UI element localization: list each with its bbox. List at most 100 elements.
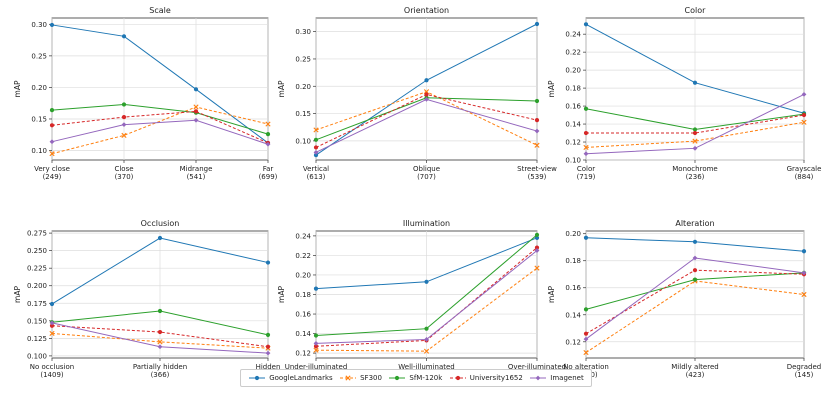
chart-scale-series-googlelandmarks-point (193, 87, 199, 92)
chart-illumination-series-sfm-120k-point (313, 333, 319, 338)
chart-illumination-series-sf300-point (423, 348, 430, 354)
chart-color-xtick-count: (719) (577, 173, 596, 181)
legend: GoogleLandmarks SF300 SfM-120k University16… (240, 369, 592, 387)
chart-alteration-series-imagenet (583, 255, 807, 342)
chart-illumination-series-university1652-point (534, 245, 540, 250)
legend-item-sf300: SF300 (339, 374, 382, 382)
chart-orientation-series-googlelandmarks-point (424, 78, 429, 83)
legend-item-sfm-120k: SfM-120k (388, 374, 442, 382)
chart-scale: 0.10 0.15 0.20 0.25 0.30 Very close(249) Close… (13, 6, 278, 181)
chart-scale-series-sf300-point (49, 151, 55, 157)
chart-scale-xtick-label: Far (263, 165, 274, 173)
chart-occlusion-series-university1652-point (49, 323, 55, 328)
chart-occlusion-series-sfm-120k-point (157, 308, 163, 314)
chart-color-series-university1652 (583, 112, 807, 136)
chart-scale-series-imagenet-point (265, 141, 271, 147)
chart-occlusion-ytick-label: 0.225 (27, 265, 47, 273)
chart-color-series-googlelandmarks-point (583, 22, 589, 27)
chart-color-xtick-label: Grayscale (787, 165, 822, 173)
chart-color-series-googlelandmarks-point (692, 80, 698, 85)
chart-occlusion: 0.100 0.125 0.150 0.175 0.200 0.225 0.250 0.275… (13, 219, 280, 379)
legend-swatch-university1652 (449, 375, 466, 381)
chart-occlusion-xtick-count: (366) (151, 371, 170, 379)
chart-scale-series-university1652-point (121, 114, 127, 120)
chart-color-series-university1652-point (692, 130, 698, 136)
chart-color-series-sf300-point (583, 144, 589, 151)
chart-alteration-series-googlelandmarks-point (801, 249, 807, 254)
chart-scale-series-imagenet-line (51, 119, 269, 145)
chart-illumination-series-sf300-point (313, 347, 319, 353)
chart-alteration-ylabel: mAP (547, 286, 556, 303)
chart-orientation-xtick-count: (539) (528, 173, 547, 181)
chart-illumination-title: Illumination (403, 219, 450, 228)
chart-orientation-xtick-label: Oblique (413, 165, 440, 173)
chart-orientation-ytick-label: 0.30 (295, 28, 311, 36)
chart-occlusion-series-imagenet-point (265, 350, 271, 356)
chart-alteration-xtick-label: Mildly altered (671, 363, 718, 371)
chart-scale-series-sf300-point (121, 132, 127, 138)
chart-scale-series-sfm-120k-point (265, 132, 271, 137)
chart-alteration-series-sfm-120k-point (583, 307, 589, 312)
chart-scale-series-googlelandmarks-line (51, 24, 269, 144)
chart-color-ytick-label: 0.12 (565, 139, 581, 147)
legend-marker-imagenet (535, 375, 541, 381)
chart-illumination-series-sfm-120k-point (424, 326, 429, 331)
chart-orientation-ytick-label: 0.15 (295, 110, 311, 118)
chart-alteration-series-googlelandmarks-point (583, 235, 589, 240)
chart-illumination-series-imagenet-point (313, 340, 319, 346)
legend-label: University1652 (469, 374, 523, 382)
chart-alteration-series-imagenet-point (801, 270, 807, 276)
chart-illumination-ytick-label: 0.18 (295, 291, 311, 299)
chart-color: 0.100.120.140.160.180.200.220.24Color(71… (547, 6, 821, 181)
chart-scale-xtick-label: Close (114, 165, 133, 173)
chart-occlusion-series-university1652-line (51, 325, 269, 348)
legend-item-googlelandmarks: GoogleLandmarks (248, 374, 333, 382)
chart-color-ytick-label: 0.10 (565, 157, 581, 165)
chart-orientation-series-imagenet-point (534, 128, 540, 134)
legend-marker-googlelandmarks (255, 375, 260, 381)
legend-item-university1652: University1652 (449, 374, 523, 382)
chart-occlusion-series-googlelandmarks-point (49, 301, 55, 307)
legend-marker-sfm-120k (395, 375, 400, 381)
chart-occlusion-ytick-label: 0.200 (27, 282, 47, 290)
chart-color-series-sf300 (583, 119, 807, 151)
chart-occlusion-series-imagenet-point (49, 320, 55, 326)
chart-illumination-series-imagenet (313, 248, 540, 346)
chart-alteration-ytick-label: 0.14 (565, 311, 581, 319)
chart-color-title: Color (685, 6, 707, 15)
chart-occlusion-series-university1652-point (157, 329, 163, 335)
chart-illumination-series-sfm-120k (313, 232, 540, 338)
chart-color-xtick-label: Monochrome (672, 165, 717, 173)
chart-scale-ytick-label: 0.25 (31, 52, 47, 60)
chart-occlusion-series-imagenet-point (157, 344, 163, 350)
chart-color-series-imagenet-point (692, 145, 698, 151)
legend-swatch-sf300 (340, 375, 357, 381)
chart-color-series-sf300-point (801, 119, 807, 125)
chart-scale-ytick-label: 0.10 (31, 147, 47, 155)
chart-illumination-ytick-label: 0.24 (295, 232, 311, 240)
chart-scale-series-university1652-line (51, 110, 269, 144)
chart-scale-series-imagenet-point (193, 117, 199, 123)
chart-scale-xtick-label: Midrange (180, 165, 213, 173)
chart-illumination-ytick-label: 0.20 (295, 271, 311, 279)
chart-illumination-series-googlelandmarks-point (313, 286, 319, 291)
chart-orientation-series-sf300-point (534, 142, 540, 148)
chart-orientation-xtick-label: Street-view (517, 165, 557, 173)
chart-orientation-xtick-count: (707) (417, 173, 436, 181)
chart-occlusion-xtick-label: Partially hidden (133, 363, 187, 371)
chart-occlusion-title: Occlusion (141, 219, 180, 228)
chart-orientation-series-university1652 (313, 92, 540, 150)
chart-scale-series-sfm-120k-line (51, 103, 269, 135)
chart-alteration-series-googlelandmarks-point (692, 239, 698, 244)
chart-color-series-sfm-120k (583, 106, 807, 132)
chart-color-ytick-label: 0.18 (565, 85, 581, 93)
chart-color-ytick-label: 0.24 (565, 31, 581, 39)
chart-illumination-xtick-label: Well-illuminated (398, 363, 455, 371)
chart-occlusion-series-googlelandmarks-point (265, 260, 271, 265)
legend-label: Imagenet (550, 374, 584, 382)
chart-color-series-university1652-point (583, 130, 589, 136)
chart-color-ylabel: mAP (547, 80, 556, 97)
chart-scale-series-university1652 (49, 109, 271, 146)
chart-orientation-ytick-label: 0.25 (295, 55, 311, 63)
